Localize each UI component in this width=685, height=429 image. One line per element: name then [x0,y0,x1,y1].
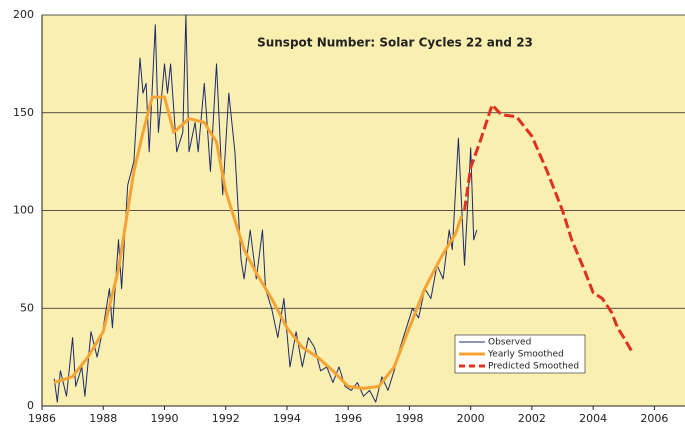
legend-label: Yearly Smoothed [487,350,564,360]
x-tick-label: 2006 [640,412,668,425]
x-tick-label: 1986 [28,412,56,425]
y-tick-label: 200 [13,8,34,21]
y-tick-label: 150 [13,106,34,119]
x-tick-label: 1998 [395,412,423,425]
x-tick-label: 1996 [334,412,362,425]
y-tick-label: 0 [27,399,34,412]
x-tick-label: 1988 [89,412,117,425]
series-line [53,95,463,390]
y-tick-label: 100 [13,204,34,217]
x-tick-label: 2004 [579,412,607,425]
y-tick-label: 50 [20,301,34,314]
x-tick-label: 2002 [518,412,546,425]
legend-label: Predicted Smoothed [488,362,579,372]
legend: Observed Yearly Smoothed Predicted Smoothe… [454,334,586,374]
series-line [463,103,635,354]
x-tick-label: 1990 [150,412,178,425]
x-tick-label: 2000 [457,412,485,425]
x-tick-label: 1992 [212,412,240,425]
chart-title: Sunspot Number: Solar Cycles 22 and 23 [257,36,533,50]
lines [53,14,635,403]
x-tick-label: 1994 [273,412,301,425]
legend-label: Observed [488,338,531,348]
axes: 0 50 100 150 200 1986 1988 1990 1992 1994 1996 1998… [13,8,685,425]
